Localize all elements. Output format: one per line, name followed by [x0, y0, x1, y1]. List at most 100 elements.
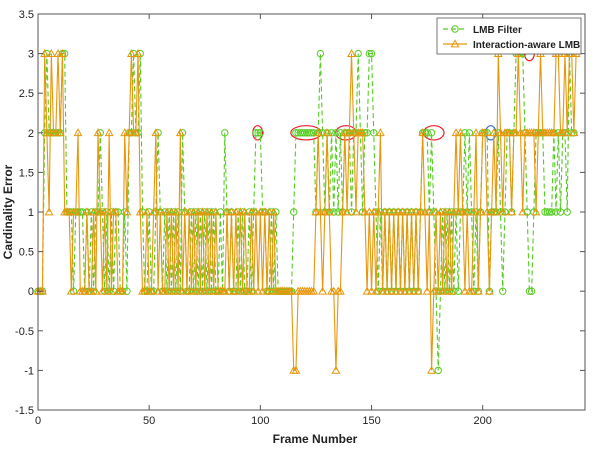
data-point — [440, 207, 450, 216]
data-point — [387, 286, 396, 295]
data-point — [562, 128, 572, 137]
data-point — [324, 207, 334, 216]
y-tick-label: 1.5 — [19, 167, 34, 179]
x-tick-label: 100 — [251, 415, 269, 427]
data-point — [367, 286, 376, 295]
data-point — [313, 128, 323, 137]
data-point — [398, 207, 408, 216]
data-point — [169, 286, 179, 295]
x-tick-label: 150 — [362, 415, 380, 427]
data-point — [120, 128, 130, 137]
data-point — [364, 207, 374, 216]
data-point — [104, 128, 114, 137]
data-point — [424, 207, 434, 216]
legend: LMB Filter Interaction-aware LMB — [436, 17, 582, 55]
data-point — [327, 129, 336, 137]
data-point — [404, 286, 414, 295]
data-point — [166, 207, 176, 216]
data-point — [447, 286, 457, 295]
data-point — [423, 129, 431, 137]
data-point — [211, 207, 221, 216]
data-point — [347, 208, 356, 216]
legend-marker — [450, 39, 460, 48]
data-point — [471, 128, 481, 137]
data-point — [338, 207, 348, 216]
data-point — [184, 207, 194, 216]
data-point — [71, 207, 81, 216]
data-point — [256, 129, 265, 137]
data-point — [395, 286, 405, 295]
data-point — [365, 49, 374, 58]
legend-entry: LMB Filter — [443, 25, 522, 36]
data-point — [347, 48, 356, 57]
data-point — [549, 128, 559, 137]
data-point — [98, 286, 107, 295]
data-point — [467, 286, 477, 295]
data-point — [318, 129, 327, 137]
data-point — [543, 208, 551, 216]
data-point — [518, 207, 528, 216]
data-point — [436, 207, 445, 216]
data-point — [504, 128, 514, 137]
data-point — [191, 286, 201, 295]
axes-layer: 0 50 100 150 200 -1.5 -1 -0.5 0 0.5 1 1.5 2 2.5 3 3.5 — [15, 9, 586, 427]
data-point — [416, 207, 425, 216]
data-point — [411, 207, 421, 216]
x-tick-label: 200 — [474, 415, 492, 427]
data-point — [558, 128, 568, 137]
data-point — [140, 286, 150, 295]
data-point — [123, 287, 131, 295]
data-point — [173, 286, 183, 295]
data-point — [269, 207, 279, 216]
data-point — [315, 207, 325, 216]
data-point — [244, 286, 254, 295]
data-point — [482, 207, 492, 216]
data-point — [369, 207, 379, 216]
data-point — [360, 207, 370, 216]
data-point — [251, 207, 261, 216]
data-point — [418, 128, 428, 137]
data-point — [516, 128, 525, 137]
data-point — [118, 286, 127, 295]
data-point — [462, 207, 472, 216]
data-point — [102, 286, 112, 295]
data-point — [66, 286, 76, 295]
data-point — [384, 207, 394, 216]
x-tick-label: 0 — [35, 415, 41, 427]
data-point — [400, 286, 410, 295]
data-point — [53, 48, 63, 57]
data-point — [240, 207, 250, 216]
y-tick-label: -0.5 — [15, 326, 34, 338]
data-point — [413, 286, 423, 295]
data-point — [460, 286, 470, 295]
data-point — [222, 207, 232, 216]
data-point — [224, 286, 234, 295]
data-point — [55, 128, 65, 137]
data-point — [527, 287, 536, 295]
data-point — [563, 208, 571, 216]
data-point — [124, 128, 134, 137]
data-point — [175, 128, 185, 137]
data-point — [151, 128, 161, 137]
data-point — [82, 207, 92, 216]
data-point — [249, 286, 259, 295]
data-point — [58, 48, 67, 57]
data-point — [393, 207, 403, 216]
data-point — [489, 128, 499, 137]
y-tick-label: -1.5 — [15, 405, 34, 417]
data-point — [178, 286, 187, 295]
data-point — [525, 287, 534, 295]
data-point — [44, 207, 54, 216]
data-point — [371, 286, 381, 295]
data-point — [367, 49, 376, 58]
data-point — [320, 207, 330, 216]
data-point — [370, 129, 378, 137]
data-point — [258, 286, 268, 295]
data-point — [221, 129, 229, 137]
y-tick-label: 2 — [28, 128, 34, 140]
legend-label: Interaction-aware LMB — [473, 40, 580, 51]
data-point — [420, 207, 430, 216]
data-point — [229, 286, 239, 295]
data-point — [171, 207, 181, 216]
